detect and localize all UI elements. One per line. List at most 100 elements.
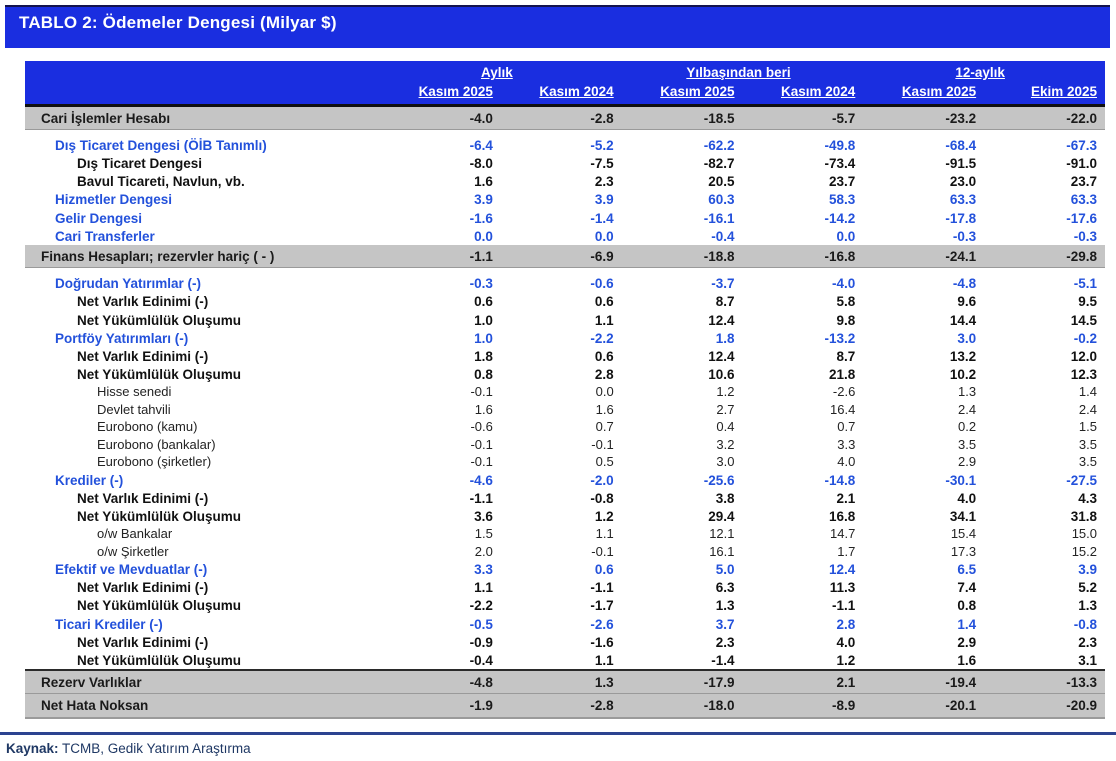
cell-value: 0.6 [594,348,614,364]
cell-value: -2.2 [590,330,614,346]
cell-value: 2.1 [742,669,864,695]
cell-value: -5.7 [742,105,864,131]
cell-value: -16.8 [742,245,864,269]
cell-value: 58.3 [829,192,856,208]
cell-value: -18.8 [621,245,743,269]
cell-value: 0.0 [595,384,614,400]
row-label: Efektif ve Mevduatlar (-) [55,562,208,578]
cell-value: 17.3 [950,543,977,559]
row-label: o/w Şirketler [97,543,169,559]
cell-value: 0.6 [594,294,614,310]
table-row: Devlet tahvili 1.6 1.6 2.7 16.4 2.4 2.4 [25,401,1105,419]
column-header-label: Kasım 2024 [539,84,614,99]
cell-value: 63.3 [949,192,977,208]
cell-value: 34.1 [949,508,977,524]
row-label: Eurobono (bankalar) [97,436,216,452]
table-row: Krediler (-) -4.6 -2.0 -25.6 -14.8 -30.1… [25,471,1105,489]
balance-of-payments-table-wrap: Aylık Yılbaşından beri 12-aylık Kasım 20… [25,61,1105,719]
cell-value: 2.9 [957,634,977,650]
cell-value: 0.6 [594,562,614,578]
table-row: Net Varlık Edinimi (-) 1.8 0.6 12.4 8.7 … [25,347,1105,365]
row-label: Krediler (-) [55,472,124,488]
table-header: Aylık Yılbaşından beri 12-aylık Kasım 20… [25,61,1105,106]
row-label: Hisse senedi [97,384,172,400]
cell-value: 23.0 [949,174,977,190]
cell-value: -29.8 [984,245,1105,269]
row-label: Ticari Krediler (-) [55,616,163,632]
cell-value: -27.5 [1066,472,1097,488]
table-row: Hisse senedi -0.1 0.0 1.2 -2.6 1.3 1.4 [25,384,1105,402]
cell-value: -4.0 [380,105,501,131]
row-label: Cari Transferler [55,228,155,244]
cell-value: -1.4 [590,210,614,226]
cell-value: -23.2 [863,105,985,131]
cell-value: 1.6 [957,652,977,668]
table-row: Net Hata Noksan -1.9 -2.8 -18.0 -8.9 -20… [25,693,1105,719]
cell-value: 0.4 [716,419,735,435]
cell-value: 5.0 [715,562,735,578]
cell-value: -0.1 [591,436,614,452]
cell-value: 0.0 [594,228,614,244]
cell-value: 13.2 [949,348,977,364]
cell-value: -0.2 [1073,330,1097,346]
cell-value: -49.8 [824,138,856,154]
cell-value: 63.3 [1070,192,1097,208]
cell-value: 1.3 [1078,598,1097,614]
cell-value: 4.0 [836,634,856,650]
cell-value: -16.1 [703,210,735,226]
cell-value: 1.1 [595,526,614,542]
row-label: Net Yükümlülük Oluşumu [77,598,242,614]
column-header: Kasım 2025 [380,82,501,106]
cell-value: 29.4 [708,508,735,524]
row-label: Portföy Yatırımları (-) [55,330,189,346]
cell-value: 3.0 [716,454,735,470]
balance-of-payments-table: Aylık Yılbaşından beri 12-aylık Kasım 20… [25,61,1105,719]
cell-value: -17.6 [1066,210,1097,226]
cell-value: -67.3 [1066,138,1097,154]
row-label: Net Varlık Edinimi (-) [77,294,209,310]
cell-value: 0.0 [836,228,856,244]
column-header: Kasım 2024 [500,82,622,106]
row-label: Doğrudan Yatırımlar (-) [55,276,202,292]
row-label: Net Varlık Edinimi (-) [77,580,209,596]
cell-value: -5.2 [590,138,614,154]
title-bar: TABLO 2: Ödemeler Dengesi (Milyar $) [5,5,1110,48]
table-row: Portföy Yatırımları (-) 1.0 -2.2 1.8 -13… [25,329,1105,347]
page-title: TABLO 2: Ödemeler Dengesi (Milyar $) [19,13,337,32]
cell-value: -0.8 [590,490,614,506]
row-label: Net Varlık Edinimi (-) [77,490,209,506]
cell-value: -14.8 [824,472,856,488]
cell-value: 3.9 [594,192,614,208]
cell-value: 3.2 [716,436,735,452]
cell-value: 14.7 [830,526,856,542]
row-label: Eurobono (şirketler) [97,454,212,470]
cell-value: 1.1 [594,652,614,668]
cell-value: -0.1 [470,436,493,452]
cell-value: 1.7 [837,543,856,559]
cell-value: 4.0 [837,454,856,470]
group-header-ytd: Yılbaşından beri [621,61,864,82]
cell-value: 0.6 [474,294,493,310]
table-row: Finans Hesapları; rezervler hariç ( - ) … [25,245,1105,269]
cell-value: 0.8 [957,598,977,614]
column-header-label: Kasım 2025 [901,84,977,99]
cell-value: 1.1 [474,580,493,596]
table-row: Eurobono (bankalar) -0.1 -0.1 3.2 3.3 3.… [25,436,1105,454]
cell-value: -8.0 [469,156,493,172]
cell-value: -2.8 [500,693,622,719]
cell-value: 12.4 [708,312,735,328]
row-label: Net Yükümlülük Oluşumu [77,366,242,382]
cell-value: -1.1 [832,598,856,614]
cell-value: 11.3 [829,580,856,596]
cell-value: 9.5 [1078,294,1097,310]
cell-value: 3.5 [1078,436,1097,452]
cell-value: 2.1 [836,490,856,506]
cell-value: 3.6 [474,508,493,524]
row-label: Dış Ticaret Dengesi (ÖİB Tanımlı) [55,138,267,154]
table-row: Doğrudan Yatırımlar (-) -0.3 -0.6 -3.7 -… [25,268,1105,293]
cell-value: 6.3 [715,580,735,596]
table-row: Eurobono (şirketler) -0.1 0.5 3.0 4.0 2.… [25,454,1105,472]
table-row: Net Varlık Edinimi (-) -0.9 -1.6 2.3 4.0… [25,633,1105,651]
row-label: Cari İşlemler Hesabı [25,105,381,131]
cell-value: -0.3 [952,228,977,244]
